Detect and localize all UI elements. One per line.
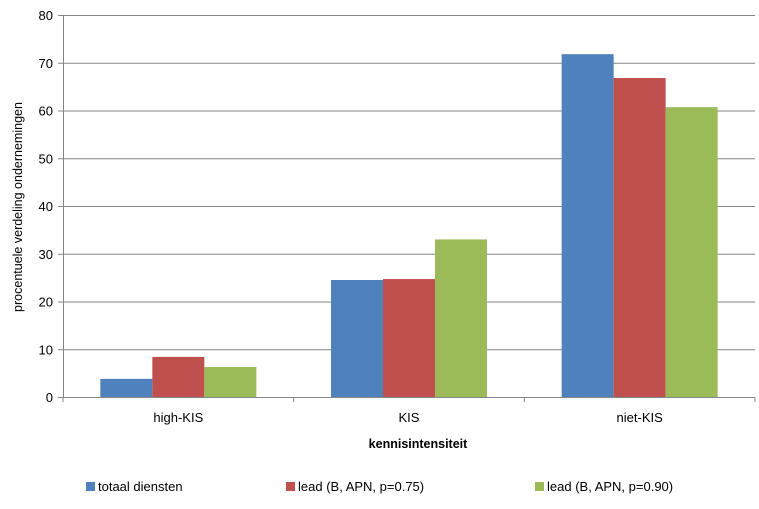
legend-label: lead (B, APN, p=0.75): [298, 479, 424, 494]
x-axis-title: kennisintensiteit: [369, 437, 468, 451]
y-tick-label: 30: [39, 247, 53, 262]
axes: [58, 15, 756, 402]
y-tick-label: 60: [39, 104, 53, 119]
bar: [561, 54, 614, 397]
bar: [613, 78, 666, 397]
bar: [435, 239, 487, 397]
bar: [152, 356, 205, 397]
y-tick-label: 70: [39, 56, 53, 71]
y-tick-label: 20: [39, 295, 53, 310]
gridlines: [63, 15, 755, 351]
x-category-label: niet-KIS: [617, 410, 664, 425]
y-tick-label: 0: [46, 390, 53, 405]
y-tick-label: 10: [39, 342, 53, 357]
labels: procentuele verdeling ondernemingen kenn…: [11, 8, 663, 451]
legend-label: lead (B, APN, p=0.90): [547, 479, 673, 494]
bar: [100, 378, 153, 397]
y-tick-label: 40: [39, 199, 53, 214]
legend-swatch: [535, 482, 544, 491]
x-category-label: high-KIS: [153, 410, 203, 425]
bars: [100, 54, 718, 397]
y-axis-title: procentuele verdeling ondernemingen: [11, 102, 25, 312]
bar: [331, 280, 383, 397]
legend-swatch: [86, 482, 95, 491]
bar: [665, 107, 718, 397]
y-tick-label: 50: [39, 151, 53, 166]
legend: totaal diensten lead (B, APN, p=0.75) lead…: [86, 479, 673, 494]
y-tick-label: 80: [39, 8, 53, 23]
x-category-label: KIS: [399, 410, 420, 425]
bar: [204, 366, 257, 397]
legend-swatch: [286, 482, 295, 491]
legend-label: totaal diensten: [98, 479, 183, 494]
bar: [383, 279, 435, 397]
